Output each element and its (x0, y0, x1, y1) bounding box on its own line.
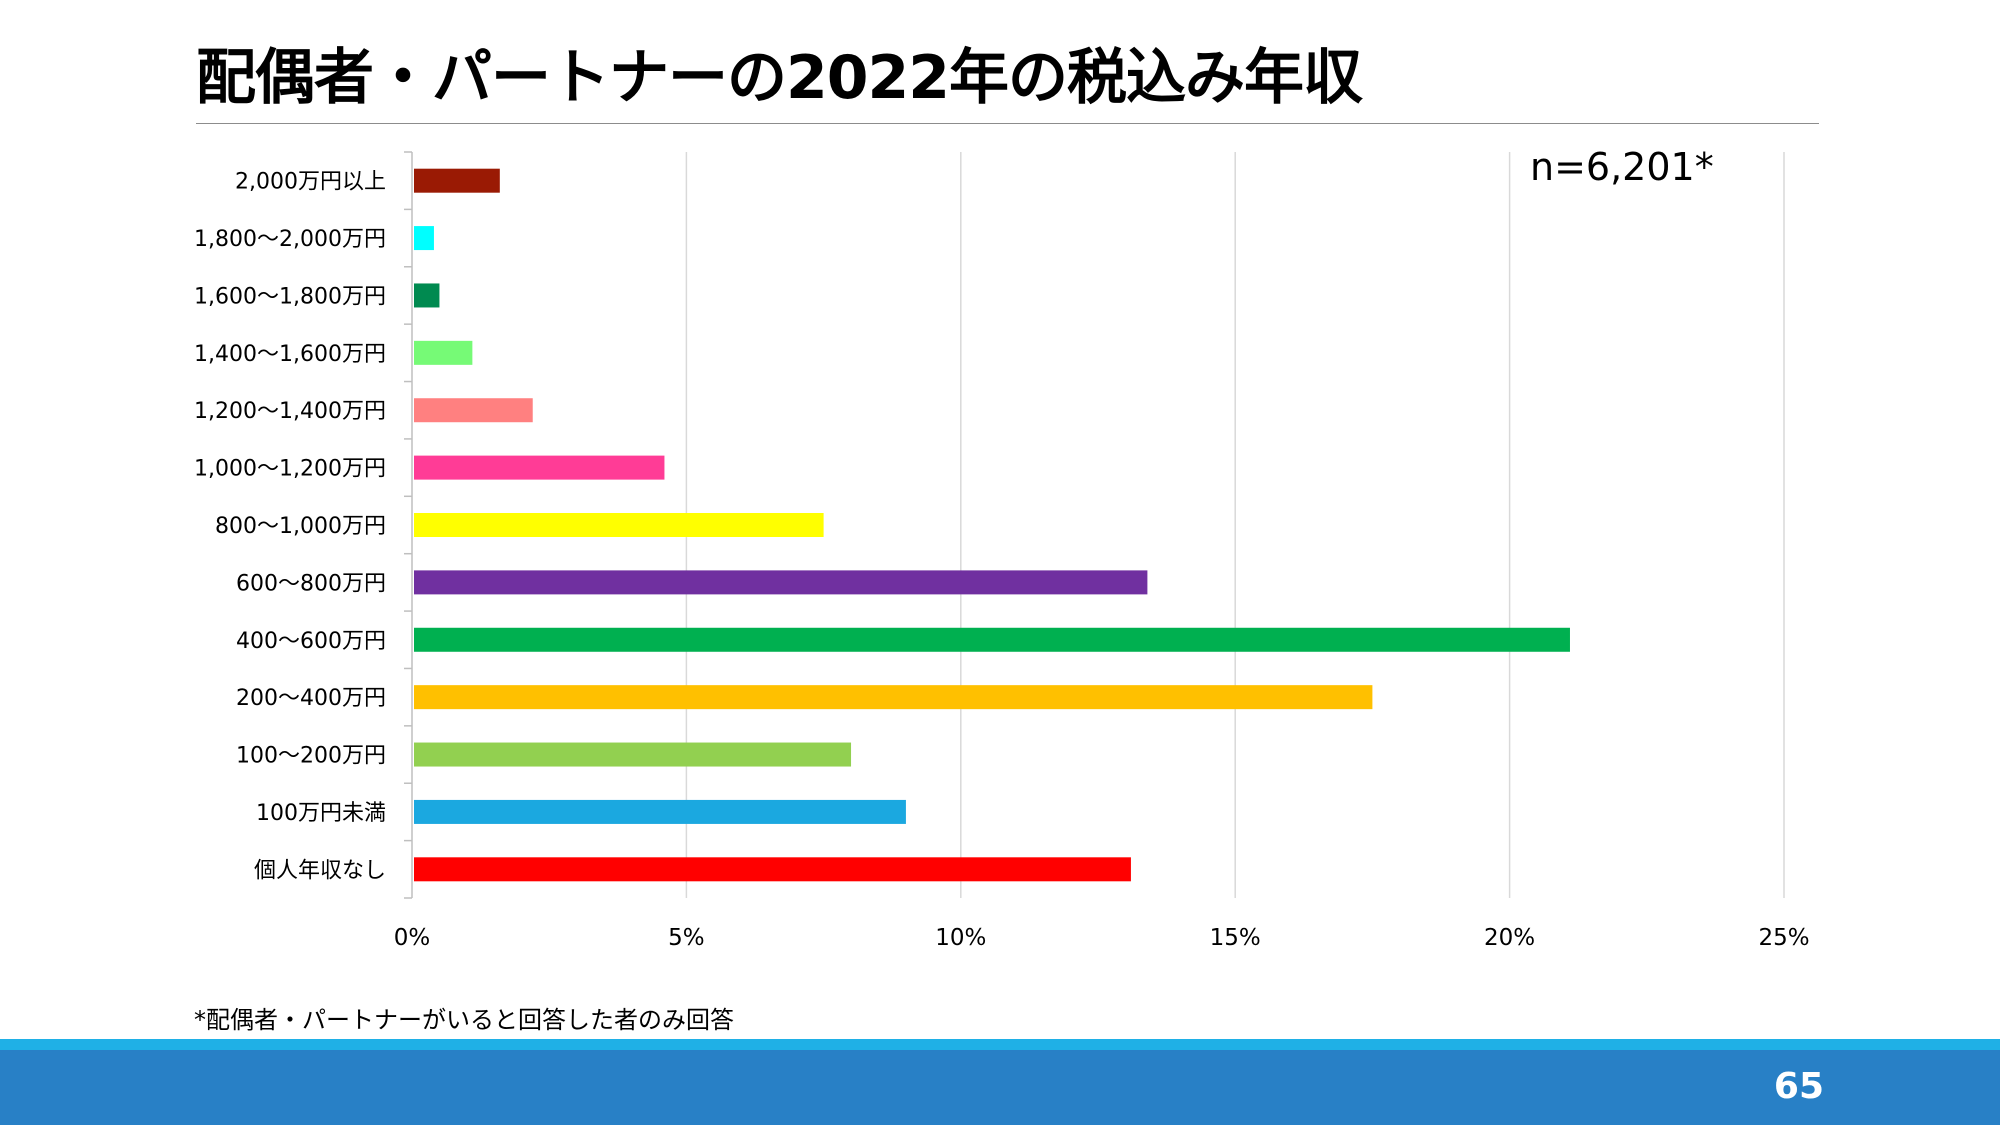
bar (414, 226, 434, 251)
bar (414, 857, 1131, 882)
slide-title: 配偶者・パートナーの2022年の税込み年収 (196, 43, 1363, 113)
y-axis (404, 151, 413, 899)
bars (414, 168, 1570, 882)
x-tick-label: 5% (668, 925, 705, 951)
footer-bar (0, 1050, 2000, 1125)
footnote: *配偶者・パートナーがいると回答した者のみ回答 (194, 1006, 734, 1034)
bar (414, 283, 440, 308)
category-label: 1,600〜1,800万円 (194, 284, 386, 309)
x-tick-label: 20% (1484, 925, 1535, 951)
category-label: 200〜400万円 (236, 686, 386, 711)
category-label: 400〜600万円 (236, 629, 386, 654)
x-tick-label: 10% (935, 925, 986, 951)
gridlines (685, 152, 1785, 898)
category-label: 800〜1,000万円 (215, 514, 386, 539)
page-number: 65 (1773, 1066, 1824, 1107)
x-tick-label: 15% (1210, 925, 1261, 951)
category-label: 1,400〜1,600万円 (194, 342, 386, 367)
bar (414, 799, 906, 824)
category-label: 2,000万円以上 (235, 170, 386, 195)
sample-size-annotation: n=6,201* (1530, 145, 1714, 189)
category-label: 600〜800万円 (236, 571, 386, 596)
category-label: 1,800〜2,000万円 (194, 227, 386, 252)
category-label: 1,000〜1,200万円 (194, 457, 386, 482)
category-labels: 2,000万円以上 1,800〜2,000万円 1,600〜1,800万円 1,400… (194, 170, 386, 884)
bar (414, 570, 1148, 595)
bar (414, 513, 824, 537)
bar (414, 168, 500, 193)
x-tick-label: 25% (1758, 925, 1809, 951)
bar (414, 455, 665, 480)
bar (414, 627, 1570, 652)
category-label: 1,200〜1,400万円 (194, 399, 386, 424)
bar (414, 685, 1373, 710)
category-label: 個人年収なし (254, 858, 386, 883)
footer-accent-bar (0, 1039, 2000, 1050)
bar (414, 340, 473, 365)
x-tick-labels: 0% 5% 10% 15% 20% 25% (394, 925, 1810, 951)
bar (414, 398, 533, 423)
category-label: 100〜200万円 (236, 744, 386, 769)
category-label: 100万円未満 (256, 801, 386, 826)
bar (414, 742, 852, 767)
title-divider (196, 123, 1819, 124)
x-tick-label: 0% (394, 925, 431, 951)
